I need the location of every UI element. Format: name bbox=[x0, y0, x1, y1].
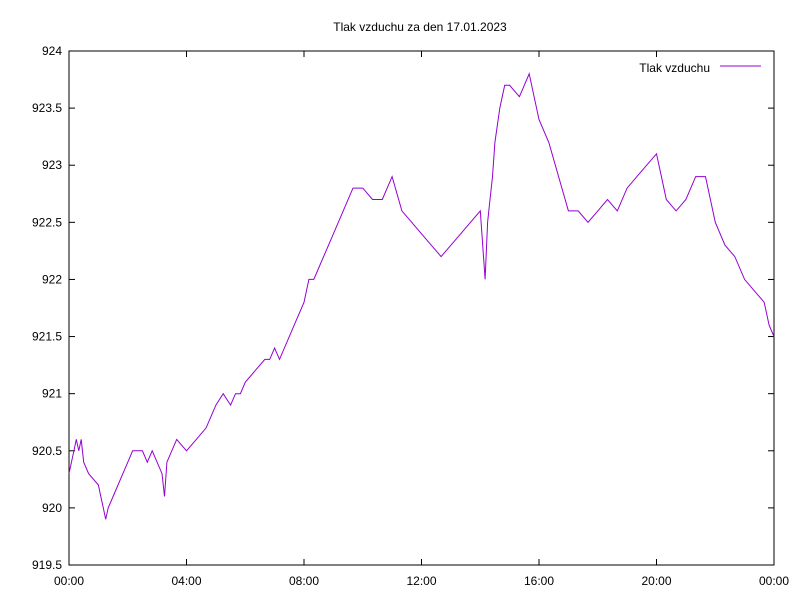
x-tick-label: 12:00 bbox=[406, 574, 436, 588]
plot-frame bbox=[68, 50, 775, 566]
y-axis: 919.5 920 920.5 921 921.5 922 922.5 923 923.5 924 bbox=[32, 44, 774, 572]
x-tick-label: 08:00 bbox=[289, 574, 319, 588]
y-tick-label: 924 bbox=[42, 44, 62, 58]
y-tick-label: 922.5 bbox=[32, 215, 62, 229]
chart-title: Tlak vzduchu za den 17.01.2023 bbox=[333, 20, 507, 34]
y-tick-label: 920 bbox=[42, 501, 62, 515]
x-tick-label: 00:00 bbox=[759, 574, 789, 588]
y-tick-label: 921 bbox=[42, 387, 62, 401]
x-tick-label: 20:00 bbox=[641, 574, 671, 588]
y-tick-label: 923 bbox=[42, 158, 62, 172]
series-layer bbox=[68, 72, 775, 520]
x-tick-label: 04:00 bbox=[171, 574, 201, 588]
legend: Tlak vzduchu bbox=[639, 61, 761, 75]
y-tick-label: 920.5 bbox=[32, 444, 62, 458]
x-tick-label: 16:00 bbox=[524, 574, 554, 588]
y-tick-label: 922 bbox=[42, 272, 62, 286]
y-tick-label: 923.5 bbox=[32, 101, 62, 115]
series-line bbox=[68, 72, 775, 520]
x-tick-label: 00:00 bbox=[54, 574, 84, 588]
y-tick-label: 921.5 bbox=[32, 330, 62, 344]
x-axis: 00:00 04:00 08:00 12:00 16:00 20:00 00:00 bbox=[54, 51, 789, 588]
legend-label: Tlak vzduchu bbox=[639, 61, 710, 75]
y-tick-label: 919.5 bbox=[32, 558, 62, 572]
